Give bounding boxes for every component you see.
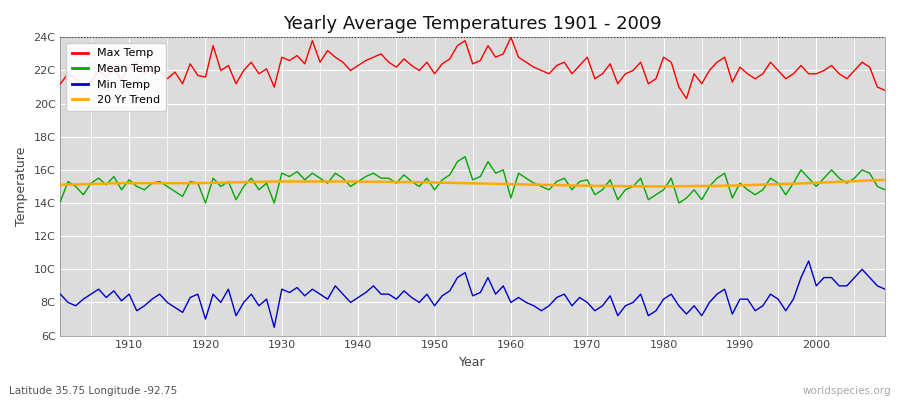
Text: worldspecies.org: worldspecies.org xyxy=(803,386,891,396)
Y-axis label: Temperature: Temperature xyxy=(15,147,28,226)
Legend: Max Temp, Mean Temp, Min Temp, 20 Yr Trend: Max Temp, Mean Temp, Min Temp, 20 Yr Tre… xyxy=(66,43,166,111)
Text: Latitude 35.75 Longitude -92.75: Latitude 35.75 Longitude -92.75 xyxy=(9,386,177,396)
X-axis label: Year: Year xyxy=(459,356,486,369)
Title: Yearly Average Temperatures 1901 - 2009: Yearly Average Temperatures 1901 - 2009 xyxy=(284,15,662,33)
